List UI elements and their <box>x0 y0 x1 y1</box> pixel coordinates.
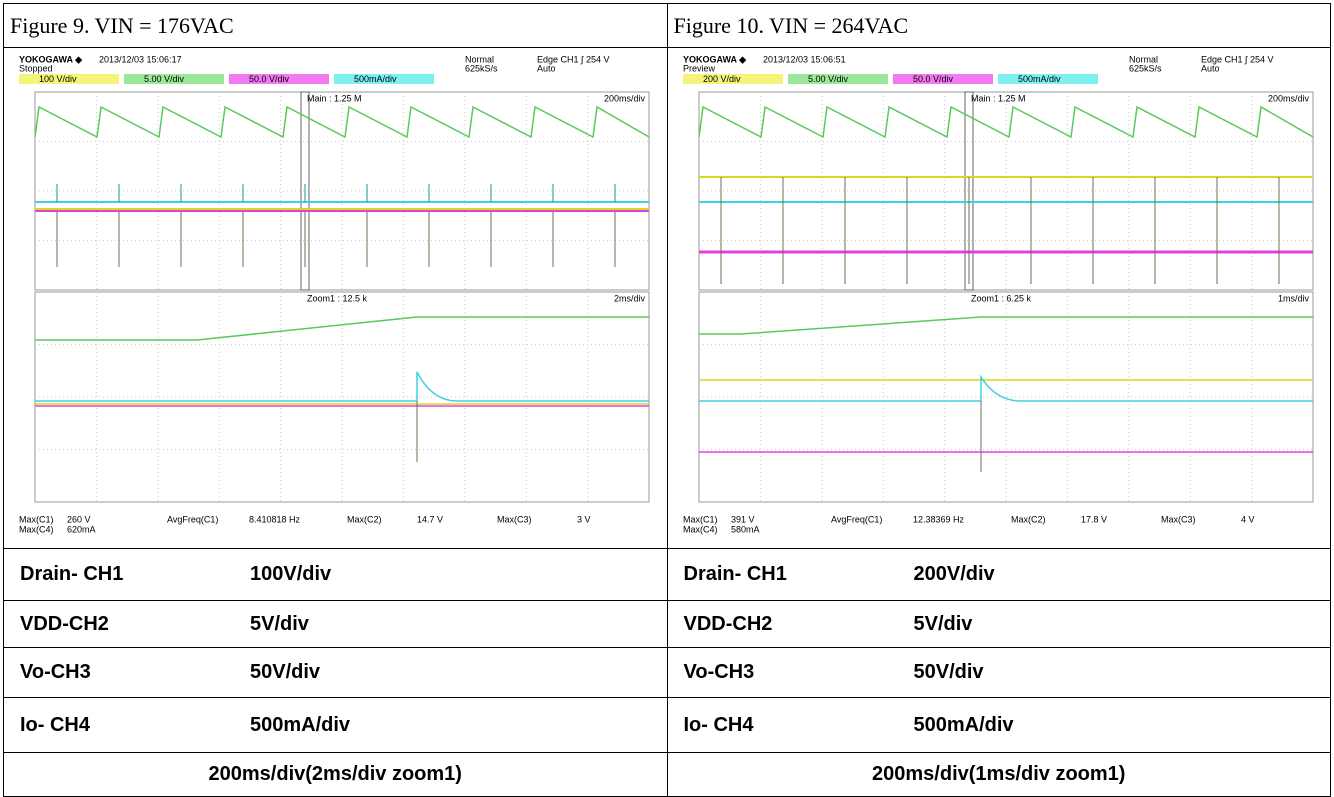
scope-trigger-mode: Auto <box>537 63 556 73</box>
scope-rate: 625kS/s <box>465 63 498 73</box>
measurement-label: Max(C2) <box>1011 514 1046 524</box>
channel-scale: 200 V/div <box>703 73 741 83</box>
zoom-label: Zoom1 : 6.25 k <box>971 293 1032 303</box>
setting-label: Io- CH4 <box>20 714 250 737</box>
measurement-label: Max(C3) <box>1161 514 1196 524</box>
setting-value: 500mA/div <box>250 714 350 737</box>
measurement-value: 391 V <box>731 514 755 524</box>
setting-label: Vo-CH3 <box>684 661 914 684</box>
scope-screen: YOKOGAWA ◆2013/12/03 15:06:17StoppedNorm… <box>17 52 653 540</box>
scope-screen: YOKOGAWA ◆2013/12/03 15:06:51PreviewNorm… <box>681 52 1317 540</box>
scope-timestamp: 2013/12/03 15:06:17 <box>99 54 182 64</box>
scope-timestamp: 2013/12/03 15:06:51 <box>763 54 846 64</box>
setting-value: 5V/div <box>250 613 309 636</box>
scope-trigger-mode: Auto <box>1201 63 1220 73</box>
main-label: Main : 1.25 M <box>307 93 362 103</box>
zoom-label: Zoom1 : 12.5 k <box>307 293 368 303</box>
channel-scale: 50.0 V/div <box>913 73 954 83</box>
scope-state: Stopped <box>19 63 53 73</box>
timebase-note: 200ms/div(2ms/div zoom1) <box>4 753 668 797</box>
setting-value: 200V/div <box>914 563 995 586</box>
channel-scale: 500mA/div <box>1018 73 1061 83</box>
measurement-label: Max(C4) <box>683 524 718 534</box>
measurement-value: 260 V <box>67 514 91 524</box>
measurement-label: Max(C3) <box>497 514 532 524</box>
measurement-value: 3 V <box>577 514 591 524</box>
setting-label: Io- CH4 <box>684 714 914 737</box>
measurement-label: Max(C4) <box>19 524 54 534</box>
setting-label: Drain- CH1 <box>20 563 250 586</box>
main-scale: 200ms/div <box>1268 93 1310 103</box>
setting-value: 50V/div <box>250 661 320 684</box>
main-label: Main : 1.25 M <box>971 93 1026 103</box>
measurement-label: AvgFreq(C1) <box>831 514 882 524</box>
channel-scale: 500mA/div <box>354 73 397 83</box>
measurement-value: 14.7 V <box>417 514 443 524</box>
setting-label: Vo-CH3 <box>20 661 250 684</box>
scope-state: Preview <box>683 63 716 73</box>
timebase-note: 200ms/div(1ms/div zoom1) <box>667 753 1331 797</box>
measurement-value: 17.8 V <box>1081 514 1107 524</box>
scope-rate: 625kS/s <box>1129 63 1162 73</box>
measurement-value: 12.38369 Hz <box>913 514 965 524</box>
setting-label: Drain- CH1 <box>684 563 914 586</box>
setting-value: 100V/div <box>250 563 331 586</box>
measurement-label: AvgFreq(C1) <box>167 514 218 524</box>
page: {"figures":[ {"title":"Figure 9. VIN = 1… <box>0 0 1334 796</box>
measurement-value: 580mA <box>731 524 760 534</box>
measurement-label: Max(C1) <box>683 514 718 524</box>
measurement-value: 4 V <box>1241 514 1255 524</box>
measurement-value: 8.410818 Hz <box>249 514 301 524</box>
measurement-label: Max(C1) <box>19 514 54 524</box>
zoom-scale: 1ms/div <box>1278 293 1310 303</box>
setting-value: 5V/div <box>914 613 973 636</box>
setting-label: VDD-CH2 <box>20 613 250 636</box>
figure-title: Figure 9. VIN = 176VAC <box>4 4 668 48</box>
zoom-scale: 2ms/div <box>614 293 646 303</box>
figure-table: Figure 9. VIN = 176VAC Figure 10. VIN = … <box>3 3 1331 797</box>
main-scale: 200ms/div <box>604 93 646 103</box>
zoom-ch2 <box>699 317 1313 334</box>
setting-value: 500mA/div <box>914 714 1014 737</box>
figure-title: Figure 10. VIN = 264VAC <box>667 4 1331 48</box>
channel-scale: 50.0 V/div <box>249 73 290 83</box>
setting-label: VDD-CH2 <box>684 613 914 636</box>
channel-scale: 5.00 V/div <box>808 73 849 83</box>
channel-scale: 100 V/div <box>39 73 77 83</box>
measurement-label: Max(C2) <box>347 514 382 524</box>
channel-scale: 5.00 V/div <box>144 73 185 83</box>
measurement-value: 620mA <box>67 524 96 534</box>
setting-value: 50V/div <box>914 661 984 684</box>
